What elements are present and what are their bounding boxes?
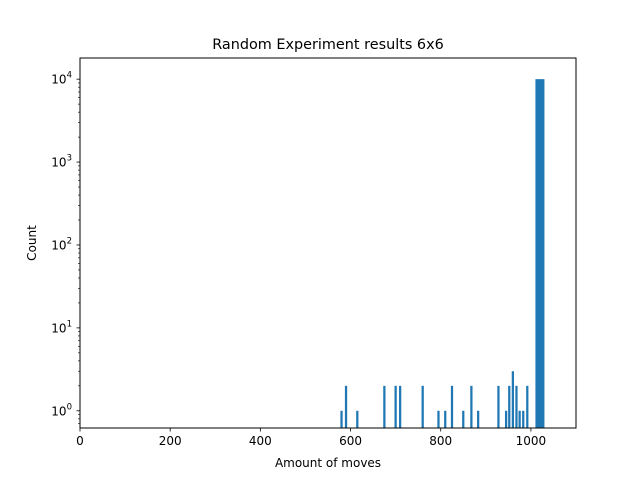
x-tick-label: 0 [76,434,84,448]
bar-11 [470,385,473,428]
bars-group [340,79,545,428]
bar-4 [394,385,397,428]
bar-14 [504,410,508,428]
y-axis: 100 101 102 103 104 [51,71,80,424]
bar-2 [356,410,359,428]
y-tick-label: 100 [51,402,72,418]
bar-7 [437,410,440,428]
bar-13 [497,385,500,428]
bar-12 [477,410,480,428]
x-tick-label: 200 [159,434,182,448]
bar-20 [526,385,529,428]
y-tick-label: 104 [51,71,72,87]
y-tick-label: 103 [51,154,72,170]
y-axis-label: Count [25,225,39,261]
bar-19 [522,410,525,428]
bar-15 [508,385,511,428]
y-tick-label: 102 [51,236,72,252]
bar-5 [399,385,402,428]
x-tick-label: 600 [339,434,362,448]
bar-1 [344,385,348,428]
bar-16 [511,371,514,428]
x-tick-label: 1000 [516,434,547,448]
bar-8 [444,410,447,428]
bar-6 [421,385,424,428]
x-tick-label: 800 [429,434,452,448]
x-axis: 0 200 400 600 800 1000 [76,428,546,448]
bar-10 [462,410,465,428]
y-tick-label: 101 [51,319,72,335]
x-tick-label: 400 [249,434,272,448]
bar-9 [450,385,454,428]
x-axis-label: Amount of moves [275,456,381,470]
bar-3 [383,385,386,428]
bar-18 [518,410,521,428]
bar-17 [515,385,518,428]
plot-frame [79,57,577,429]
bar-0 [340,410,343,428]
bar-21 [535,79,545,428]
chart-title: Random Experiment results 6x6 [212,37,444,53]
